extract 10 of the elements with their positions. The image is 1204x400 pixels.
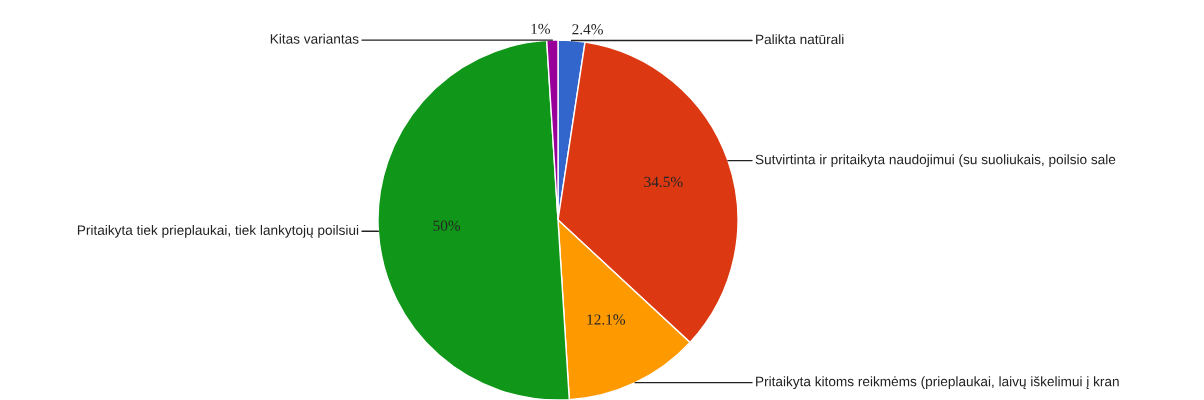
slice-label: Pritaikyta kitoms reikmėms (prieplaukai, laivų iškelimui į kran: [756, 376, 1119, 389]
data-label: 2.4%: [572, 24, 603, 35]
data-label: 12.1%: [587, 314, 626, 325]
slice-label: Palikta natūrali: [756, 34, 844, 45]
data-label: 50%: [433, 220, 461, 231]
slice-label: Kitas variantas: [270, 33, 359, 44]
data-label: 34.5%: [644, 176, 683, 188]
data-label: 1%: [531, 23, 551, 35]
slice-label: Pritaikyta tiek prieplaukai, tiek lankytojų poilsiui: [77, 224, 359, 238]
slice-label: Sutvirtinta ir pritaikyta naudojimui (su suoliukais, poilsio sale: [755, 154, 1116, 167]
